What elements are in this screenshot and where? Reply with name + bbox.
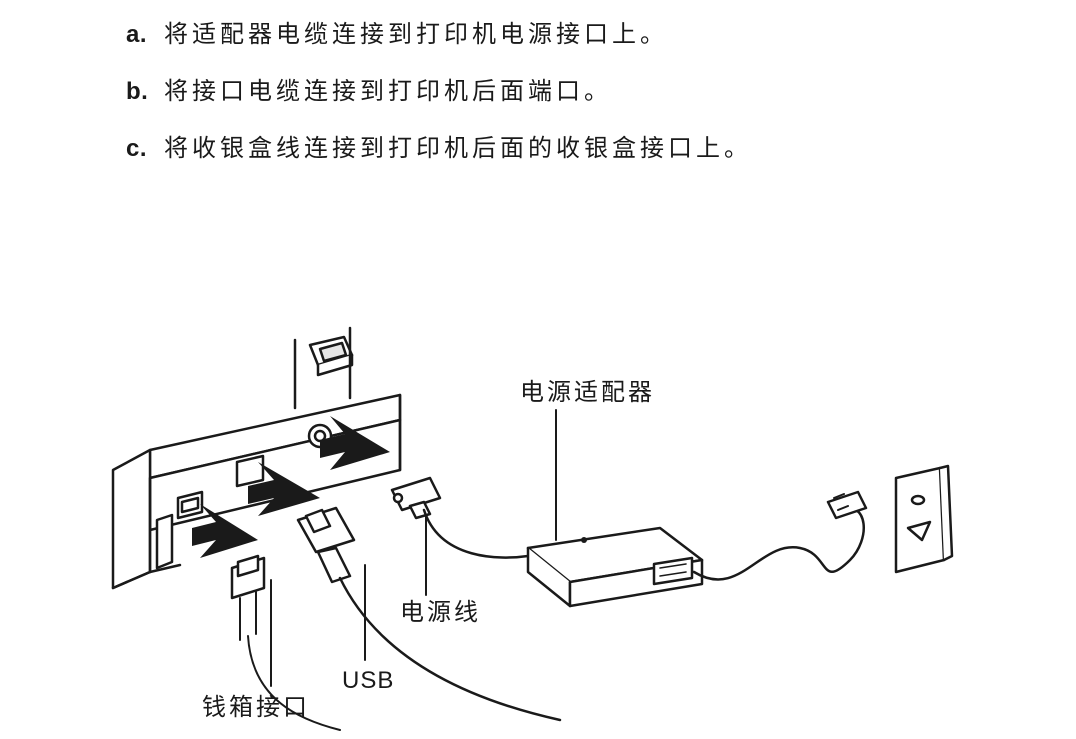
page: a. 将适配器电缆连接到打印机电源接口上。 b. 将接口电缆连接到打印机后面端口… [0,0,1076,739]
power-adapter-icon [528,528,702,606]
connection-diagram: 电源适配器 电源线 USB 钱箱接口 [0,0,1076,739]
label-power-adapter: 电源适配器 [520,379,655,406]
wall-outlet-icon [896,466,952,572]
power-cable-icon [392,478,528,558]
label-usb: USB [342,667,394,694]
label-power-cord: 电源线 [400,599,481,626]
label-drawer-port: 钱箱接口 [202,694,310,721]
